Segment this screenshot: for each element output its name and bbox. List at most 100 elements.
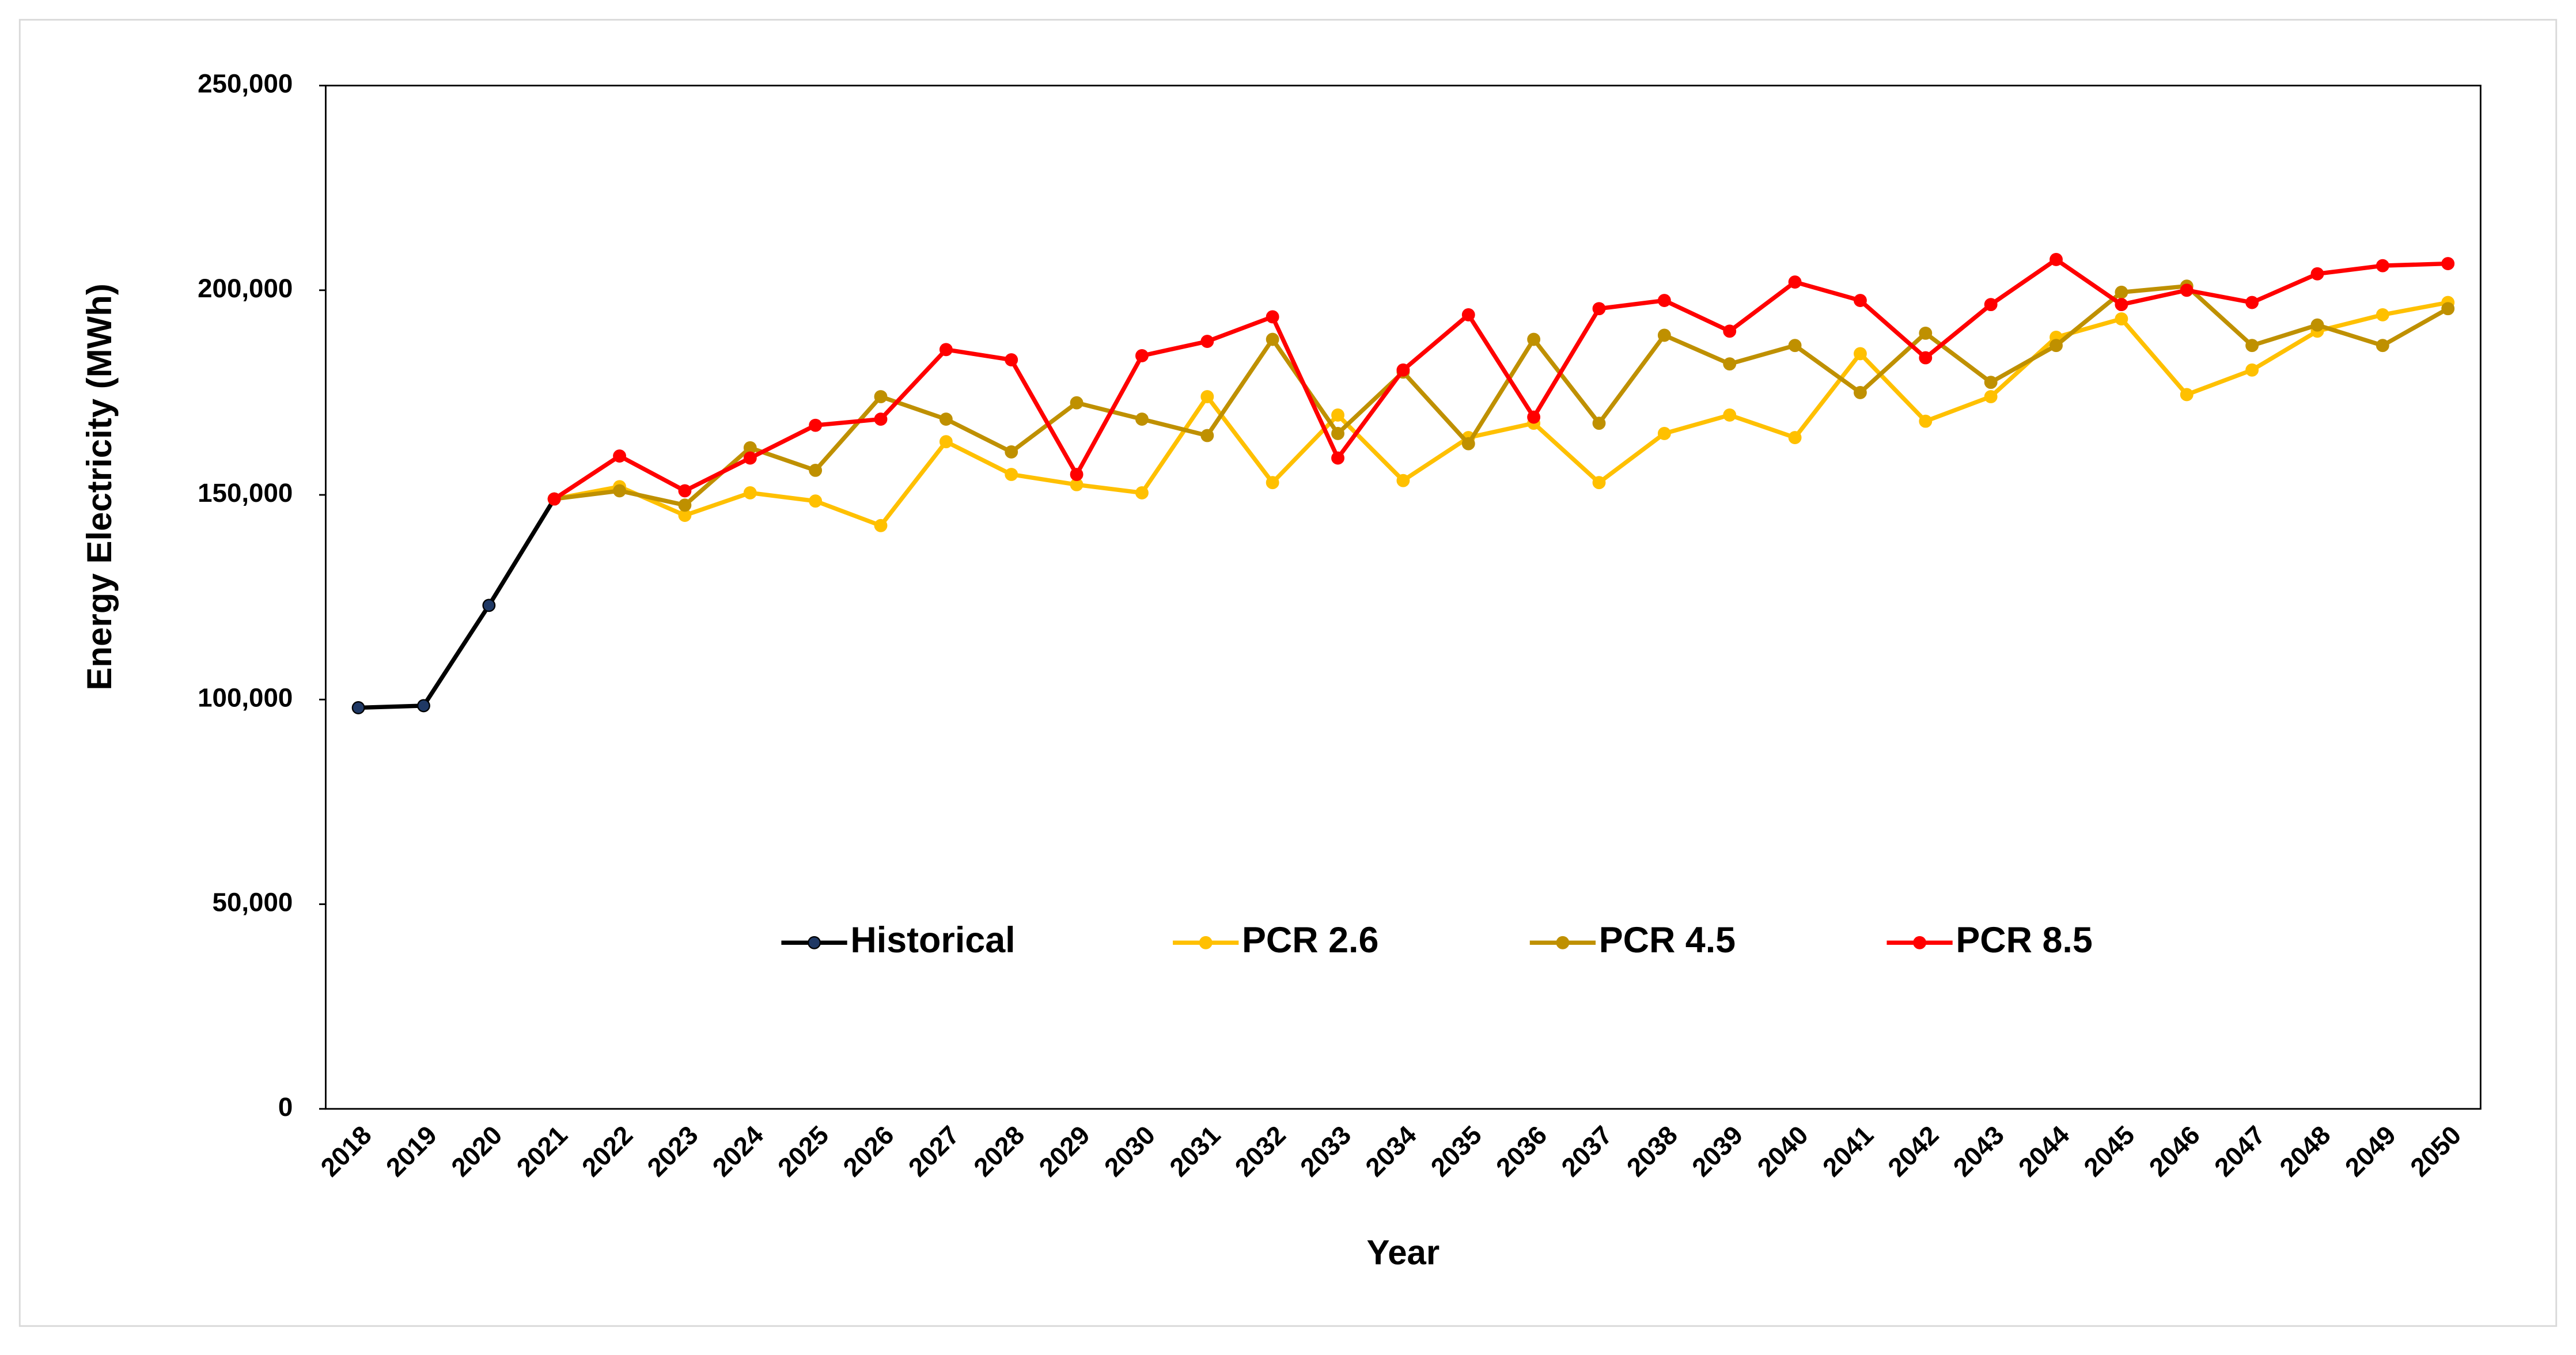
series-marker	[1723, 324, 1737, 338]
series-marker	[1854, 294, 1867, 307]
series-marker	[1788, 275, 1802, 289]
legend-label: PCR 8.5	[1956, 920, 2092, 960]
series-marker	[1657, 294, 1671, 307]
series-marker	[1592, 302, 1606, 316]
series-marker	[1070, 396, 1084, 410]
y-axis-title: Energy Electricity (MWh)	[80, 283, 119, 690]
series-marker	[1984, 376, 1998, 389]
series-marker	[1657, 328, 1671, 342]
series-marker	[1854, 347, 1867, 361]
series-marker	[2376, 259, 2389, 272]
series-marker	[1005, 445, 1018, 459]
series-marker	[939, 412, 953, 426]
series-marker	[1396, 474, 1410, 487]
series-marker	[809, 463, 823, 477]
series-marker	[1135, 349, 1149, 362]
series-marker	[1984, 390, 1998, 403]
series-marker	[417, 699, 430, 713]
series-marker	[1919, 414, 1933, 428]
y-tick-label: 200,000	[198, 274, 293, 303]
y-tick-label: 50,000	[213, 888, 293, 917]
series-marker	[2245, 339, 2259, 353]
series-marker	[2050, 253, 2063, 266]
legend-marker	[1199, 936, 1213, 949]
series-marker	[678, 498, 692, 512]
series-marker	[2441, 302, 2455, 316]
series-marker	[1331, 408, 1344, 422]
series-marker	[1135, 486, 1149, 499]
series-marker	[1657, 427, 1671, 440]
series-marker	[1266, 310, 1279, 324]
series-marker	[2115, 298, 2128, 312]
series-marker	[874, 412, 888, 426]
series-marker	[2115, 285, 2128, 299]
series-marker	[1984, 298, 1998, 312]
series-marker	[2310, 267, 2324, 281]
series-marker	[1266, 332, 1279, 346]
series-marker	[2376, 339, 2389, 353]
series-marker	[809, 494, 823, 508]
series-line	[554, 283, 2449, 508]
y-tick-label: 100,000	[198, 683, 293, 712]
series-marker	[482, 599, 496, 612]
series-marker	[2050, 339, 2063, 353]
legend-marker	[1913, 936, 1927, 949]
legend-marker	[808, 936, 821, 949]
series-marker	[874, 518, 888, 532]
series-marker	[1005, 468, 1018, 481]
series-marker	[2245, 363, 2259, 377]
series-marker	[1723, 408, 1737, 422]
series-marker	[1919, 351, 1933, 365]
series-marker	[613, 484, 626, 498]
series-marker	[547, 492, 561, 506]
series-marker	[1592, 417, 1606, 430]
series-marker	[1200, 429, 1214, 442]
series-marker	[1005, 353, 1018, 366]
series-marker	[2115, 312, 2128, 325]
series-marker	[809, 418, 823, 432]
series-marker	[1461, 308, 1475, 321]
series-marker	[939, 435, 953, 449]
series-line	[554, 300, 2449, 528]
series-marker	[1527, 332, 1541, 346]
series-marker	[2376, 308, 2389, 321]
series-marker	[1592, 476, 1606, 490]
series-marker	[1396, 363, 1410, 377]
y-tick-label: 250,000	[198, 69, 293, 99]
series-marker	[1331, 451, 1344, 465]
legend-label: PCR 2.6	[1242, 920, 1378, 960]
series-line	[553, 257, 2448, 501]
y-tick-label: 150,000	[198, 478, 293, 508]
series-marker	[1461, 437, 1475, 451]
series-marker	[1135, 412, 1149, 426]
series-marker	[2441, 257, 2455, 271]
series-marker	[1266, 476, 1279, 490]
series-marker	[1919, 326, 1933, 340]
series-marker	[743, 451, 757, 465]
series-line	[358, 498, 556, 710]
series-marker	[1200, 335, 1214, 349]
plot-area	[324, 85, 2482, 1110]
series-marker	[2310, 318, 2324, 332]
series-marker	[2245, 296, 2259, 309]
series-marker	[1200, 390, 1214, 403]
series-marker	[1070, 468, 1084, 481]
legend-marker	[1556, 936, 1570, 949]
series-marker	[1527, 410, 1541, 424]
x-axis-title: Year	[1367, 1233, 1440, 1272]
series-marker	[1788, 431, 1802, 444]
series-marker	[613, 449, 626, 463]
legend-label: PCR 4.5	[1599, 920, 1736, 960]
series-marker	[939, 343, 953, 357]
series-marker	[1788, 339, 1802, 353]
series-marker	[743, 486, 757, 499]
series-marker	[1854, 385, 1867, 399]
series-marker	[2180, 283, 2194, 297]
series-marker	[1723, 357, 1737, 371]
y-tick-label: 0	[278, 1092, 293, 1122]
series-marker	[2180, 388, 2194, 402]
series-marker	[678, 484, 692, 498]
series-marker	[1331, 427, 1344, 440]
series-marker	[874, 390, 888, 403]
